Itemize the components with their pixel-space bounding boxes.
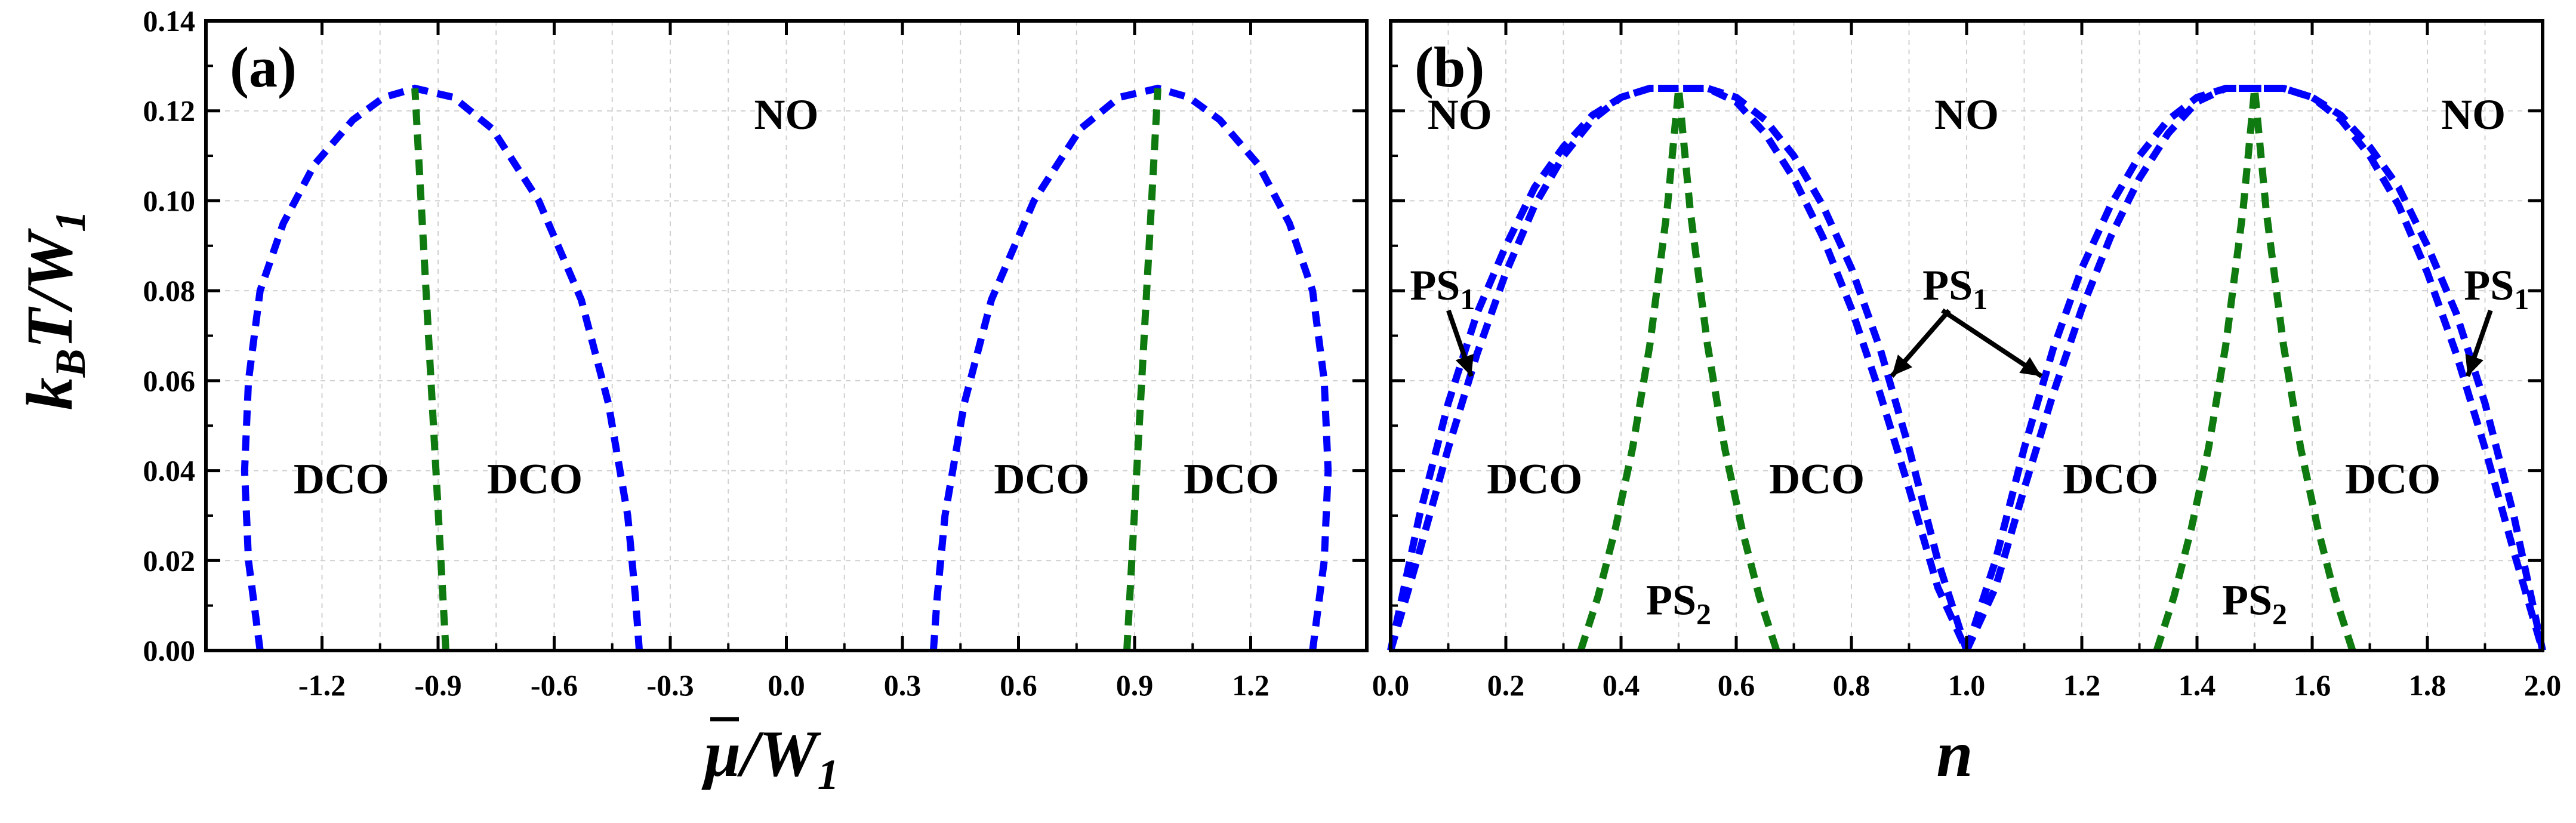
annotation-arrowhead [1455, 353, 1474, 377]
annotation-text: PS [1922, 261, 1973, 309]
annotation-ps1: PS1 [1922, 261, 1988, 316]
series-ps1-boundary-inner-2 [1963, 85, 2546, 652]
y-tick-label: 0.14 [143, 4, 196, 38]
annotation-ps1: PS1 [2464, 261, 2529, 316]
region-label-dco: DCO [2063, 455, 2158, 503]
y-tick-label: 0.10 [143, 184, 196, 217]
annotation-ps2: PS2 [1646, 577, 1711, 631]
y-tick-label: 0.02 [143, 544, 196, 577]
region-label-no: NO [1934, 91, 1999, 138]
svg-text:μ/W1: μ/W1 [701, 717, 839, 799]
annotation-ps2: PS2 [2222, 577, 2287, 631]
x-tick-label: 0.6 [1718, 668, 1755, 702]
x-tick-label: 1.2 [2063, 668, 2101, 702]
x-tick-label: -0.9 [414, 668, 461, 702]
x-tick-label: 0.8 [1833, 668, 1871, 702]
annotation-arrowhead [1891, 355, 1912, 377]
region-label-no: NO [2441, 91, 2506, 138]
region-label-dco: DCO [1487, 455, 1582, 503]
x-tick-label: 0.9 [1116, 668, 1154, 702]
annotation-text: PS [1646, 577, 1696, 624]
series-boundary-left [241, 84, 643, 651]
annotation-subscript: 1 [2514, 282, 2529, 316]
panel-a-plot: -1.2 -0.9 -0.6 -0.3 0.0 0.3 0.6 0.9 1.2 0.00 0.02 0… [143, 4, 1369, 702]
region-label-dco: DCO [1769, 455, 1865, 503]
region-label-dco: DCO [1184, 455, 1279, 503]
x-tick-label: 0.4 [1603, 668, 1640, 702]
y-tick-label: 0.04 [143, 454, 196, 488]
x-tick-label: -1.2 [298, 668, 346, 702]
annotation-subscript: 1 [1973, 282, 1988, 316]
panel-letter: (b) [1415, 35, 1484, 99]
annotation-arrowhead [2019, 357, 2042, 377]
series-ps1-boundary-outer-2 [1963, 85, 2546, 652]
y-tick-label: 0.12 [143, 94, 196, 128]
y-axis-label: kBT/W1 [13, 211, 94, 411]
panel-letter: (a) [230, 35, 297, 99]
region-label-dco: DCO [487, 455, 583, 503]
panel-b-plot: 0.0 0.2 0.4 0.6 0.8 1.0 1.2 1.4 1.6 1.8 2.0 NO NO NO D… [1372, 19, 2562, 702]
series-ps1-boundary-inner [1387, 85, 1970, 652]
x-tick-label: 0.3 [884, 668, 922, 702]
x-tick-label: 1.0 [1948, 668, 1986, 702]
annotation-subscript: 2 [1696, 597, 1711, 631]
series-ps2-boundary-2 [2153, 88, 2356, 652]
y-tick-label: 0.00 [143, 634, 196, 667]
x-tick-label: 0.2 [1487, 668, 1525, 702]
series-ps2-boundary-1 [1577, 88, 1780, 652]
y-tick-label: 0.06 [143, 364, 196, 397]
x-tick-label: 1.6 [2294, 668, 2331, 702]
y-tick-label: 0.08 [143, 274, 196, 307]
series-dco-split-left [411, 88, 449, 651]
x-tick-label: 1.4 [2178, 668, 2216, 702]
region-label-dco: DCO [2345, 455, 2441, 503]
annotation-arrowhead [2465, 353, 2483, 377]
x-tick-label: 1.8 [2409, 668, 2446, 702]
region-label-dco: DCO [994, 455, 1089, 503]
x-tick-label: 2.0 [2524, 668, 2562, 702]
annotation-text: PS [1410, 261, 1460, 309]
region-label-no: NO [1428, 91, 1492, 138]
region-label-dco: DCO [294, 455, 389, 503]
series-boundary-right [929, 84, 1332, 651]
x-tick-label: 0.0 [1372, 668, 1410, 702]
x-tick-label: 0.0 [768, 668, 805, 702]
x-tick-label: -0.3 [646, 668, 694, 702]
x-tick-label: 0.6 [1000, 668, 1037, 702]
annotation-subscript: 2 [2272, 597, 2287, 631]
x-axis-label-b: n [1936, 717, 1973, 790]
x-tick-label: -0.6 [531, 668, 578, 702]
series-dco-split-right [1123, 88, 1161, 651]
x-tick-label: 1.2 [1232, 668, 1269, 702]
annotation-text: PS [2464, 261, 2514, 309]
annotation-subscript: 1 [1460, 282, 1475, 316]
region-label-no: NO [754, 91, 819, 138]
annotation-ps1: PS1 [1410, 261, 1475, 316]
x-axis-label-a: μ/W1 [701, 717, 839, 799]
annotation-text: PS [2222, 577, 2272, 624]
